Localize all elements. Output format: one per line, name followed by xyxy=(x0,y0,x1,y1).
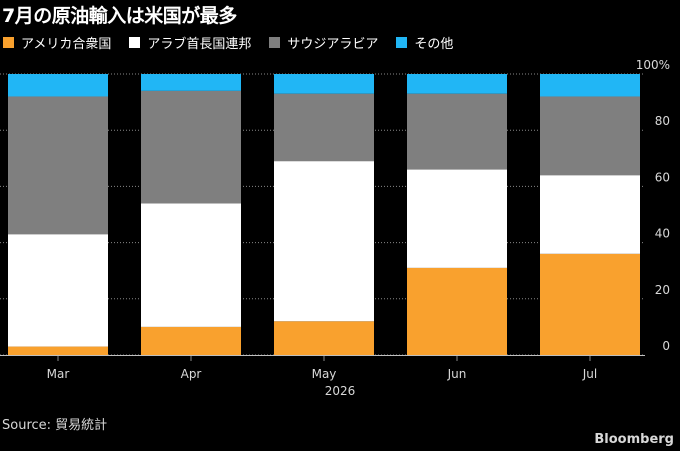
legend-swatch-saudi xyxy=(269,36,281,48)
bar-segment xyxy=(540,253,640,355)
bar-segment xyxy=(274,93,374,162)
bar-segment xyxy=(407,267,507,355)
bar-segment xyxy=(540,96,640,176)
y-tick-label: 0 xyxy=(662,339,670,353)
source-note: Source: 貿易統計 xyxy=(2,418,108,433)
bar-segment xyxy=(540,74,640,97)
x-tick-label: Jun xyxy=(447,367,467,381)
x-tick-label: Apr xyxy=(181,367,202,381)
bar-segment xyxy=(274,161,374,322)
bar-segment xyxy=(8,234,108,347)
bar-segment xyxy=(407,169,507,268)
legend-item-usa: アメリカ合衆国 xyxy=(3,33,111,52)
legend-label-other: その他 xyxy=(414,36,454,52)
x-tick-label: May xyxy=(312,367,337,381)
x-axis-year-label: 2026 xyxy=(325,384,356,398)
bar-segment xyxy=(540,175,640,254)
bar-segment xyxy=(8,346,108,355)
legend-swatch-uae xyxy=(129,36,141,48)
brand-logo-text: Bloomberg xyxy=(594,432,674,447)
x-tick-label: Jul xyxy=(582,367,597,381)
bar-segment xyxy=(274,74,374,94)
legend-item-other: その他 xyxy=(396,33,453,52)
bar-segment xyxy=(8,96,108,235)
legend-item-saudi: サウジアラビア xyxy=(269,33,378,52)
bar-segment xyxy=(141,203,241,327)
legend-label-uae: アラブ首長国連邦 xyxy=(147,36,252,52)
y-tick-label: 100% xyxy=(636,58,670,72)
y-tick-label: 60 xyxy=(655,170,670,184)
y-tick-label: 40 xyxy=(655,227,670,241)
bar-segment xyxy=(141,326,241,355)
bar-segment xyxy=(407,93,507,170)
legend-swatch-other xyxy=(396,36,408,48)
legend-item-uae: アラブ首長国連邦 xyxy=(129,33,251,52)
bar-segment xyxy=(407,74,507,94)
chart-title: 7月の原油輸入は米国が最多 xyxy=(2,5,237,27)
bar-segment xyxy=(274,321,374,355)
bar-segment xyxy=(141,74,241,91)
y-tick-label: 80 xyxy=(655,114,670,128)
legend-label-saudi: サウジアラビア xyxy=(287,36,379,52)
x-tick-label: Mar xyxy=(47,367,70,381)
y-tick-label: 20 xyxy=(655,283,670,297)
legend-label-usa: アメリカ合衆国 xyxy=(21,36,112,52)
legend: アメリカ合衆国 アラブ首長国連邦 サウジアラビア その他 xyxy=(3,33,471,52)
bar-segment xyxy=(141,90,241,204)
bar-segment xyxy=(8,74,108,97)
legend-swatch-usa xyxy=(3,36,14,48)
